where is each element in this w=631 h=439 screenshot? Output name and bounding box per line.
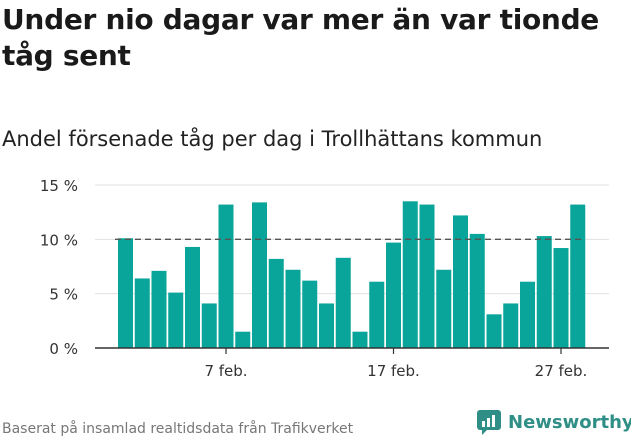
- bar: [201, 303, 217, 348]
- bar: [302, 280, 318, 348]
- bar: [553, 248, 569, 348]
- bar: [419, 204, 435, 348]
- y-tick-label: 15 %: [40, 177, 78, 195]
- bar: [235, 331, 251, 348]
- bar: [536, 236, 552, 348]
- x-axis: [95, 347, 609, 354]
- bar: [570, 204, 586, 348]
- y-tick-label: 5 %: [49, 286, 78, 304]
- newsworthy-logo-icon: [477, 410, 501, 435]
- newsworthy-brand[interactable]: Newsworthy: [476, 408, 631, 436]
- x-tick-label: 7 feb.: [204, 362, 247, 380]
- source-note: Baserat på insamlad realtidsdata från Tr…: [2, 421, 354, 437]
- bar: [319, 303, 334, 348]
- grid-lines: [95, 184, 609, 295]
- bar: [151, 270, 167, 348]
- bar: [252, 202, 267, 348]
- bar: [486, 314, 502, 348]
- bar: [134, 278, 150, 348]
- bar: [185, 246, 200, 348]
- bar: [469, 233, 485, 348]
- chart-title: Under nio dagar var mer än var tionde tå…: [2, 3, 599, 72]
- bars: [118, 201, 586, 348]
- bar: [335, 257, 351, 348]
- bar: [503, 303, 519, 348]
- x-tick-label: 27 feb.: [535, 362, 588, 380]
- brand-name: Newsworthy: [508, 411, 631, 433]
- bar: [218, 204, 234, 348]
- bar: [436, 269, 452, 348]
- y-tick-label: 10 %: [40, 231, 78, 249]
- bar: [402, 201, 418, 348]
- bar: [168, 292, 184, 348]
- bar: [352, 331, 368, 348]
- bar: [285, 269, 301, 348]
- bar: [369, 281, 385, 348]
- x-tick-label: 17 feb.: [367, 362, 420, 380]
- bar: [268, 258, 284, 348]
- chart-subtitle: Andel försenade tåg per dag i Trollhätta…: [2, 127, 543, 151]
- bar: [520, 281, 535, 348]
- bar: [118, 238, 133, 348]
- tick-labels: 0 % 5 % 10 % 15 % 7 feb. 17 feb. 27 feb.: [40, 177, 587, 380]
- bar: [386, 242, 401, 348]
- y-tick-label: 0 %: [49, 340, 78, 358]
- bar: [453, 215, 468, 348]
